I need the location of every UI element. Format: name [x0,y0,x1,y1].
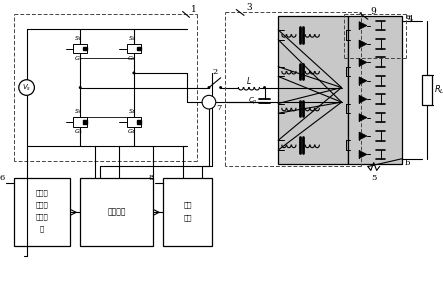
Text: 6: 6 [0,174,5,182]
Text: a: a [405,13,410,21]
Text: 3: 3 [246,3,252,12]
Text: 9: 9 [370,7,376,16]
Polygon shape [359,150,367,158]
Text: $G_3$: $G_3$ [74,127,83,136]
Bar [127,117,141,126]
Text: $G_1$: $G_1$ [74,54,83,63]
Bar [14,178,70,247]
Text: $S_4$: $S_4$ [128,108,136,116]
Text: 1: 1 [190,5,196,14]
Text: $R_L$: $R_L$ [434,84,443,96]
Text: 8: 8 [149,174,154,182]
Text: 2: 2 [212,68,218,76]
Text: b: b [405,159,411,167]
Text: 恒功率: 恒功率 [36,200,49,208]
Polygon shape [137,120,141,124]
Polygon shape [137,47,141,51]
Bar [80,178,153,247]
Text: $S_2$: $S_2$ [128,34,136,43]
Text: 路: 路 [40,224,44,232]
Polygon shape [83,120,87,124]
Bar [127,44,141,53]
Bar [423,75,432,105]
Text: $G_4$: $G_4$ [127,127,136,136]
Text: $C_p$: $C_p$ [248,96,258,107]
Circle shape [207,86,210,89]
Text: 驱动电路: 驱动电路 [108,208,126,216]
Text: $S_1$: $S_1$ [74,34,82,43]
Polygon shape [359,114,367,122]
Polygon shape [359,22,367,29]
Circle shape [219,86,222,89]
Bar [348,16,402,164]
Text: 4: 4 [408,15,413,23]
Circle shape [132,72,135,74]
Text: $S_3$: $S_3$ [74,108,82,116]
Text: 控制电: 控制电 [36,212,49,220]
Text: 前馈式: 前馈式 [36,189,49,197]
Circle shape [263,86,266,89]
Text: 7: 7 [216,104,222,112]
Bar [278,16,348,164]
Circle shape [79,86,82,89]
Text: 过流: 过流 [183,200,192,208]
Bar [74,117,87,126]
Polygon shape [359,40,367,48]
Text: 5: 5 [371,174,377,182]
Polygon shape [83,47,87,51]
Polygon shape [359,58,367,66]
Bar [163,178,212,247]
Polygon shape [359,77,367,85]
Circle shape [202,95,216,109]
Text: $V_s$: $V_s$ [22,82,31,93]
Circle shape [19,80,35,95]
Text: 保护: 保护 [183,213,192,221]
Polygon shape [359,132,367,140]
Text: $L$: $L$ [246,75,252,86]
Text: $G_2$: $G_2$ [127,54,136,63]
Bar [74,44,87,53]
Polygon shape [359,95,367,103]
